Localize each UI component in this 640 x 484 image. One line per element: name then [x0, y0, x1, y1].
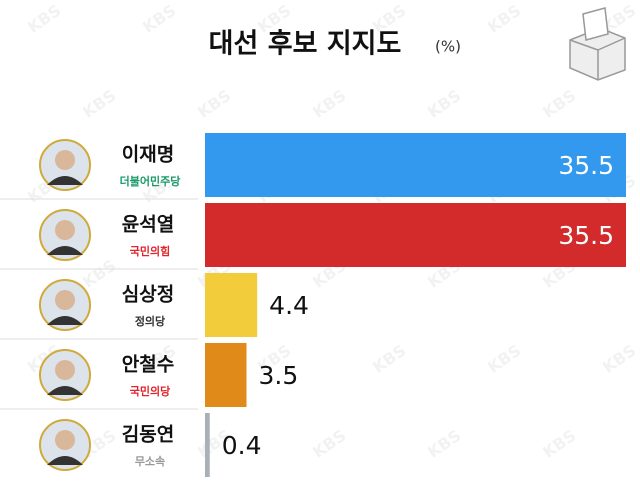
bar [205, 133, 626, 197]
photo-body [47, 316, 83, 325]
watermark: KBS [79, 86, 119, 122]
bar [205, 203, 626, 267]
candidate-name: 윤석열 [122, 214, 174, 236]
bar [205, 273, 258, 337]
watermark: KBS [79, 256, 119, 292]
value-label: 0.4 [222, 431, 262, 460]
watermark: KBS [194, 86, 234, 122]
party-label: 국민의힘 [130, 244, 170, 258]
candidate-name: 안철수 [122, 354, 174, 376]
watermark: KBS [539, 426, 579, 462]
ballot-box-icon [569, 7, 626, 81]
watermark: KBS [599, 341, 639, 377]
candidate-name: 심상정 [122, 284, 174, 306]
photo-body [47, 176, 83, 185]
watermark: KBS [309, 86, 349, 122]
bar [205, 343, 247, 407]
value-label: 3.5 [259, 361, 299, 390]
photo-body [47, 456, 83, 465]
party-label: 정의당 [135, 314, 165, 328]
watermark: KBS [484, 1, 524, 37]
value-label: 35.5 [558, 221, 614, 250]
photo-head [55, 360, 75, 380]
photo-body [47, 246, 83, 255]
party-label: 무소속 [135, 455, 165, 468]
photo-head [55, 290, 75, 310]
photo-head [55, 150, 75, 170]
value-label: 35.5 [558, 151, 614, 180]
candidate-name: 김동연 [122, 424, 174, 446]
watermark: KBS [309, 426, 349, 462]
watermark: KBS [24, 1, 64, 37]
watermark: KBS [539, 86, 579, 122]
watermark: KBS [424, 426, 464, 462]
unit-label: (%) [435, 38, 461, 56]
value-label: 4.4 [269, 291, 309, 320]
party-label: 더불어민주당 [120, 174, 181, 188]
bar [205, 413, 210, 477]
party-label: 국민의당 [130, 384, 170, 398]
watermark: KBS [484, 341, 524, 377]
chart-title: 대선 후보 지지도 [209, 29, 402, 60]
photo-head [55, 220, 75, 240]
candidate-name: 이재명 [122, 144, 174, 166]
watermark: KBS [369, 341, 409, 377]
watermark: KBS [139, 1, 179, 37]
watermark: KBS [424, 86, 464, 122]
photo-body [47, 386, 83, 395]
photo-head [55, 430, 75, 450]
